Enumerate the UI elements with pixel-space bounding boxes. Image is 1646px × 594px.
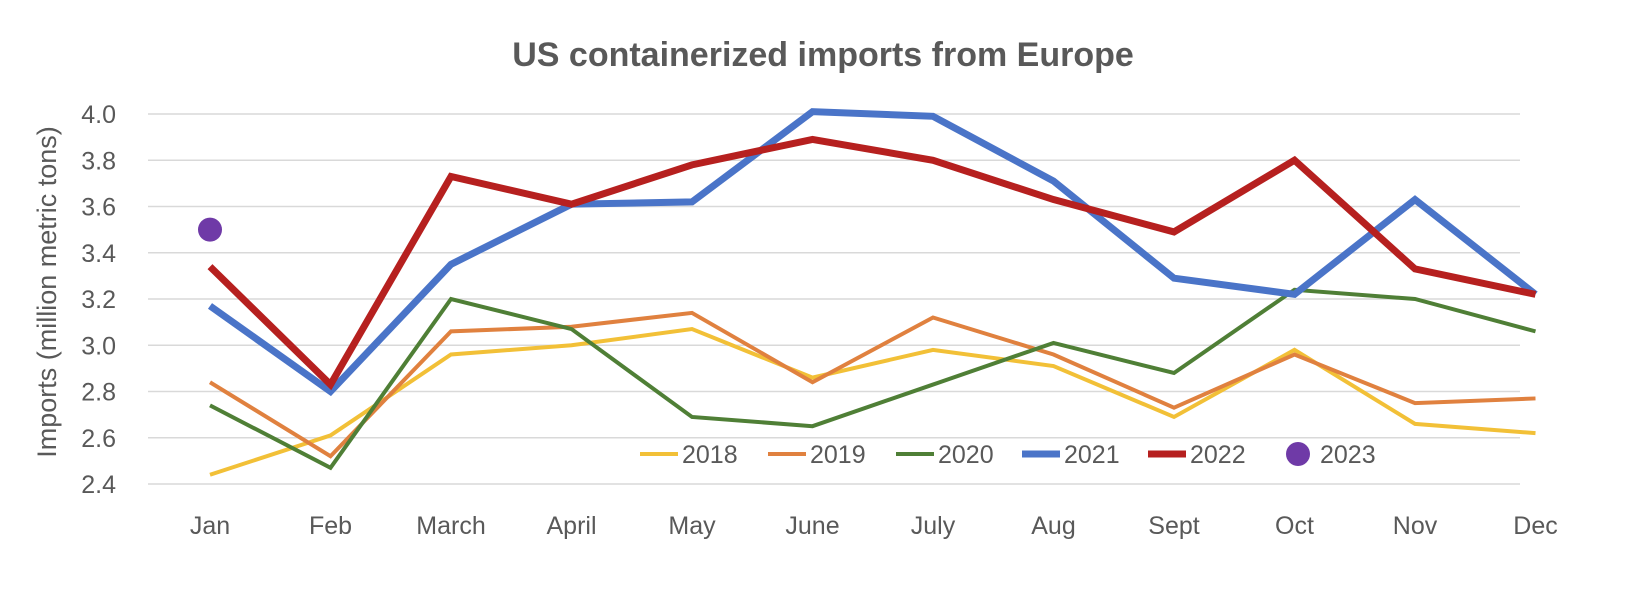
x-tick-label: Jan: [190, 512, 230, 540]
y-axis-title: Imports (million metric tons): [32, 126, 62, 458]
series-2019-line: [208, 310, 1536, 459]
y-tick-label: 3.2: [81, 286, 116, 314]
legend-label-2018: 2018: [682, 441, 738, 469]
y-tick-label: 3.8: [81, 147, 116, 175]
y-tick-label: 3.4: [81, 240, 116, 268]
y-axis-ticks: 2.4 2.6 2.8 3.0 3.2 3.4 3.6 3.8 4.0: [81, 101, 116, 499]
x-tick-label: April: [546, 512, 596, 540]
legend-label-2022: 2022: [1190, 441, 1246, 469]
legend-label-2020: 2020: [938, 441, 994, 469]
y-tick-label: 4.0: [81, 101, 116, 129]
legend-marker-2023: [1286, 442, 1310, 466]
x-tick-label: July: [911, 512, 956, 540]
x-tick-label: June: [785, 512, 839, 540]
x-tick-label: Sept: [1148, 512, 1199, 540]
legend-label-2023: 2023: [1320, 441, 1376, 469]
series-2022-line: [207, 135, 1537, 391]
chart-title: US containerized imports from Europe: [512, 36, 1134, 74]
y-tick-label: 3.0: [81, 332, 116, 360]
series-2023-point: [198, 217, 222, 242]
x-tick-label: Dec: [1513, 512, 1557, 540]
legend: 2018 2019 2020 2021 2022 2023: [640, 441, 1376, 469]
legend-label-2021: 2021: [1064, 441, 1120, 469]
y-tick-label: 2.8: [81, 379, 116, 407]
x-tick-label: Oct: [1275, 512, 1314, 540]
legend-label-2019: 2019: [810, 441, 866, 469]
y-tick-label: 2.4: [81, 471, 116, 499]
y-tick-label: 3.6: [81, 194, 116, 222]
series-group: [198, 108, 1538, 477]
x-tick-label: May: [668, 512, 716, 540]
y-tick-label: 2.6: [81, 425, 116, 453]
x-tick-label: March: [416, 512, 485, 540]
x-tick-label: Feb: [309, 512, 352, 540]
x-tick-label: Aug: [1031, 512, 1075, 540]
x-axis-ticks: Jan Feb March April May June July Aug Sept Oct Nov…: [190, 512, 1558, 540]
series-2020-line: [209, 287, 1537, 471]
series-2021-line: [207, 108, 1538, 397]
gridlines: [148, 113, 1520, 485]
x-tick-label: Nov: [1393, 512, 1438, 540]
